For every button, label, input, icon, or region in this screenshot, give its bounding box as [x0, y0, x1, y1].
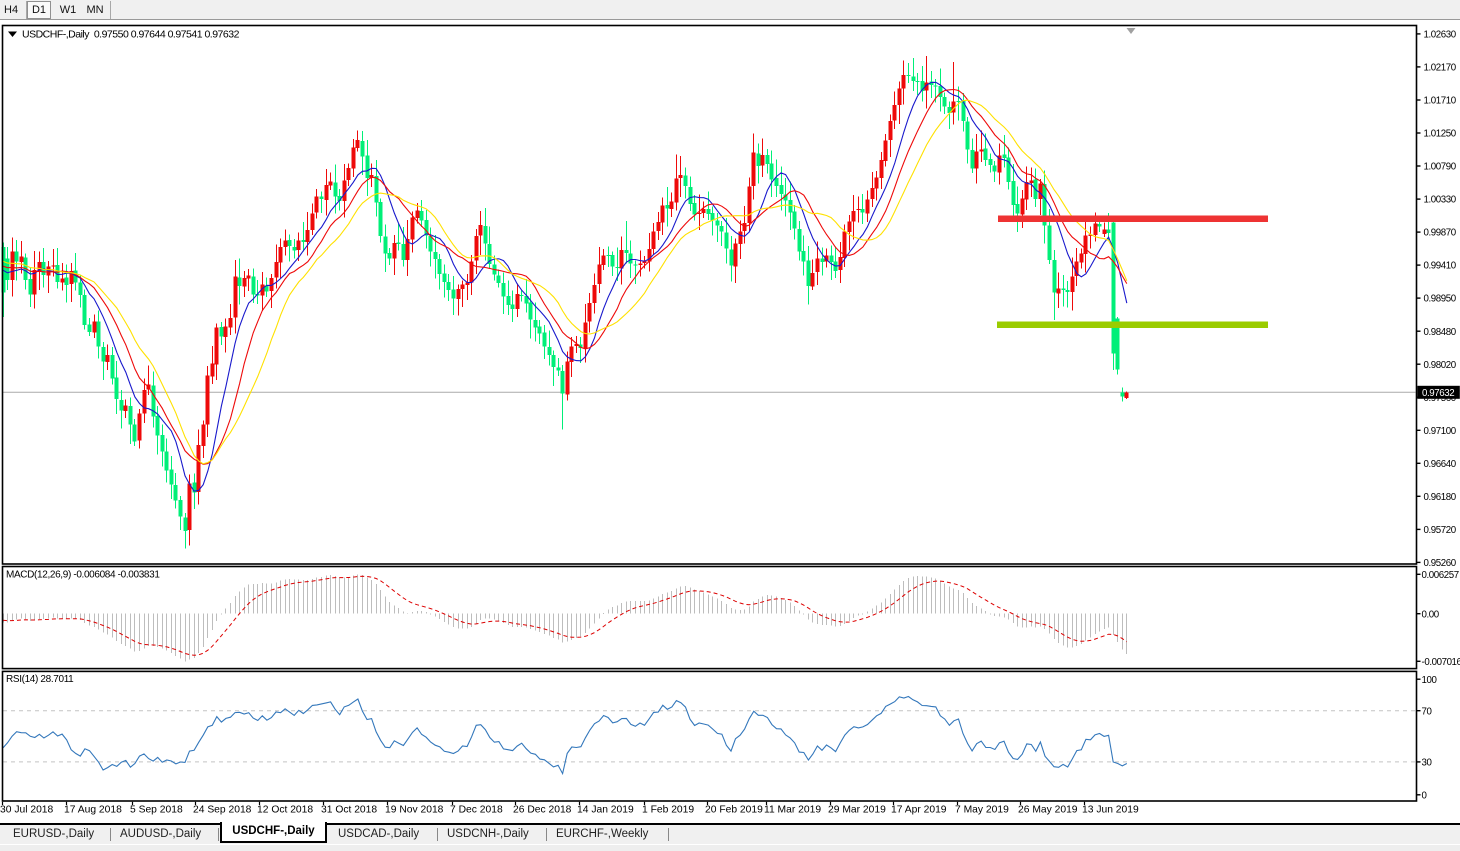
- svg-text:30 Jul 2018: 30 Jul 2018: [0, 805, 54, 816]
- svg-text:31 Oct 2018: 31 Oct 2018: [321, 805, 377, 816]
- svg-text:0.006257: 0.006257: [1422, 570, 1459, 581]
- svg-text:0.98950: 0.98950: [1424, 294, 1457, 305]
- svg-text:MACD(12,26,9) -0.006084 -0.003: MACD(12,26,9) -0.006084 -0.003831: [6, 570, 160, 581]
- svg-text:11 Mar 2019: 11 Mar 2019: [764, 805, 821, 816]
- svg-text:13 Jun 2019: 13 Jun 2019: [1082, 805, 1139, 816]
- svg-text:0.99410: 0.99410: [1424, 261, 1457, 272]
- svg-text:29 Mar 2019: 29 Mar 2019: [828, 805, 886, 816]
- svg-text:0.95720: 0.95720: [1424, 525, 1457, 536]
- svg-text:0.98020: 0.98020: [1424, 360, 1457, 371]
- svg-text:17 Apr 2019: 17 Apr 2019: [891, 805, 947, 816]
- svg-text:0.96180: 0.96180: [1424, 492, 1457, 503]
- svg-text:1.00790: 1.00790: [1424, 162, 1457, 173]
- svg-text:19 Nov 2018: 19 Nov 2018: [385, 805, 444, 816]
- svg-text:30: 30: [1422, 758, 1433, 769]
- svg-text:0.99870: 0.99870: [1424, 228, 1457, 239]
- svg-text:17 Aug 2018: 17 Aug 2018: [64, 805, 122, 816]
- svg-text:1.00330: 1.00330: [1424, 195, 1457, 206]
- svg-text:1.02630: 1.02630: [1424, 30, 1457, 41]
- svg-text:70: 70: [1422, 706, 1433, 717]
- svg-text:0.96640: 0.96640: [1424, 459, 1457, 470]
- svg-text:USDCHF-,Daily 0.97550 0.97644: USDCHF-,Daily 0.97550 0.97644 0.97541 0.…: [22, 29, 240, 41]
- svg-text:7 Dec 2018: 7 Dec 2018: [450, 805, 503, 816]
- svg-text:14 Jan 2019: 14 Jan 2019: [577, 805, 634, 816]
- svg-text:-0.007016: -0.007016: [1422, 657, 1460, 668]
- svg-text:26 Dec 2018: 26 Dec 2018: [513, 805, 572, 816]
- svg-text:1.02170: 1.02170: [1424, 63, 1457, 74]
- svg-text:7 May 2019: 7 May 2019: [955, 805, 1009, 816]
- svg-text:0.00: 0.00: [1422, 609, 1440, 620]
- svg-text:5 Sep 2018: 5 Sep 2018: [130, 805, 183, 816]
- svg-text:100: 100: [1422, 675, 1438, 686]
- svg-text:1.01250: 1.01250: [1424, 129, 1457, 140]
- svg-text:0.97632: 0.97632: [1422, 388, 1454, 399]
- svg-text:20 Feb 2019: 20 Feb 2019: [705, 805, 763, 816]
- svg-text:24 Sep 2018: 24 Sep 2018: [193, 805, 252, 816]
- svg-text:1 Feb 2019: 1 Feb 2019: [642, 805, 694, 816]
- svg-text:0.95260: 0.95260: [1424, 558, 1457, 569]
- svg-text:26 May 2019: 26 May 2019: [1018, 805, 1078, 816]
- svg-text:RSI(14) 28.7011: RSI(14) 28.7011: [6, 674, 74, 685]
- svg-text:0.98480: 0.98480: [1424, 327, 1457, 338]
- svg-text:1.01710: 1.01710: [1424, 96, 1457, 107]
- svg-text:0: 0: [1422, 790, 1428, 801]
- svg-text:12 Oct 2018: 12 Oct 2018: [257, 805, 313, 816]
- svg-text:0.97100: 0.97100: [1424, 426, 1457, 437]
